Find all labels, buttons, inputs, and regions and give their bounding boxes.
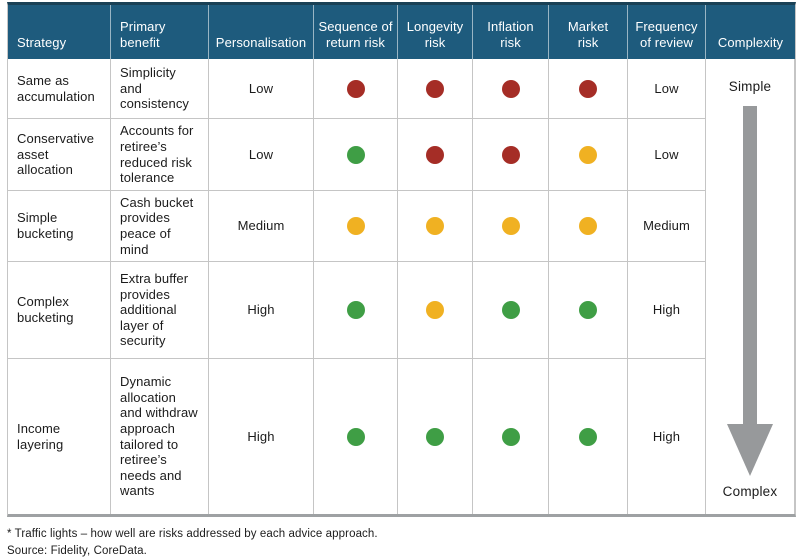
- frequency-of-review-cell: High: [628, 359, 706, 514]
- traffic-light-market-risk: [579, 79, 597, 98]
- frequency-of-review-cell: Low: [628, 59, 706, 119]
- column-header-sequence-of-return-risk: Sequence of return risk: [314, 5, 398, 59]
- strategy-cell: Same as accumulation: [8, 59, 111, 119]
- traffic-light-cell: [314, 191, 398, 262]
- traffic-light-cell: [549, 59, 628, 119]
- traffic-light-cell: [473, 359, 549, 514]
- column-header-frequency-of-review: Frequency of review: [628, 5, 706, 59]
- traffic-light-inflation-risk: [501, 301, 520, 319]
- strategy-cell: Income layering: [8, 359, 111, 514]
- strategy-comparison-table: Strategy Primary benefit Personalisation…: [7, 2, 796, 517]
- traffic-light-cell: [314, 119, 398, 191]
- traffic-light-inflation-risk: [501, 217, 520, 235]
- traffic-light-sequence-of-return-risk: [346, 427, 365, 446]
- complexity-scale-cell: Simple Complex: [706, 59, 795, 514]
- traffic-light-cell: [314, 59, 398, 119]
- traffic-light-cell: [398, 119, 473, 191]
- strategy-cell: Simple bucketing: [8, 191, 111, 262]
- traffic-light-cell: [398, 359, 473, 514]
- column-header-market-risk: Market risk: [549, 5, 628, 59]
- traffic-light-cell: [549, 191, 628, 262]
- traffic-light-market-risk: [579, 145, 597, 164]
- traffic-light-cell: [314, 262, 398, 359]
- personalisation-cell: Low: [209, 119, 314, 191]
- traffic-light-market-risk: [579, 217, 597, 235]
- traffic-light-cell: [549, 262, 628, 359]
- traffic-light-cell: [473, 262, 549, 359]
- benefit-cell: Cash bucket provides peace of mind: [111, 191, 209, 262]
- traffic-light-cell: [473, 59, 549, 119]
- traffic-light-cell: [473, 191, 549, 262]
- traffic-light-inflation-risk: [501, 79, 520, 98]
- strategy-cell: Complex bucketing: [8, 262, 111, 359]
- column-header-primary-benefit: Primary benefit: [111, 5, 209, 59]
- traffic-light-longevity-risk: [426, 217, 444, 235]
- personalisation-cell: High: [209, 359, 314, 514]
- source-line: Source: Fidelity, CoreData.: [7, 544, 147, 557]
- benefit-cell: Dynamic allocation and withdraw approach…: [111, 359, 209, 514]
- traffic-light-cell: [398, 59, 473, 119]
- personalisation-cell: Medium: [209, 191, 314, 262]
- traffic-light-inflation-risk: [501, 145, 520, 164]
- column-header-strategy: Strategy: [8, 5, 111, 59]
- traffic-light-sequence-of-return-risk: [346, 301, 365, 319]
- complexity-arrow: [706, 106, 794, 476]
- traffic-light-sequence-of-return-risk: [346, 145, 365, 164]
- traffic-light-market-risk: [579, 301, 597, 319]
- arrow-down-icon: [727, 423, 773, 476]
- benefit-cell: Extra buffer provides additional layer o…: [111, 262, 209, 359]
- traffic-light-cell: [398, 191, 473, 262]
- traffic-light-cell: [549, 119, 628, 191]
- traffic-lights-footnote: * Traffic lights – how well are risks ad…: [7, 528, 378, 540]
- traffic-light-longevity-risk: [426, 79, 444, 98]
- frequency-of-review-cell: Low: [628, 119, 706, 191]
- traffic-light-sequence-of-return-risk: [346, 79, 365, 98]
- column-header-personalisation: Personalisation: [209, 5, 314, 59]
- traffic-light-cell: [549, 359, 628, 514]
- benefit-cell: Accounts for retiree’s reduced risk tole…: [111, 119, 209, 191]
- traffic-light-cell: [473, 119, 549, 191]
- traffic-light-inflation-risk: [501, 427, 520, 446]
- complexity-arrow-shaft: [743, 106, 757, 424]
- column-header-complexity: Complexity: [706, 5, 795, 59]
- traffic-light-sequence-of-return-risk: [346, 217, 365, 235]
- complexity-complex-label: Complex: [722, 483, 778, 499]
- column-header-inflation-risk: Inflation risk: [473, 5, 549, 59]
- traffic-light-cell: [398, 262, 473, 359]
- personalisation-cell: High: [209, 262, 314, 359]
- traffic-light-cell: [314, 359, 398, 514]
- footnotes: * Traffic lights – how well are risks ad…: [7, 526, 800, 559]
- frequency-of-review-cell: High: [628, 262, 706, 359]
- personalisation-cell: Low: [209, 59, 314, 119]
- complexity-simple-label: Simple: [728, 79, 772, 94]
- traffic-light-longevity-risk: [426, 427, 444, 446]
- benefit-cell: Simplicity and consistency: [111, 59, 209, 119]
- traffic-light-longevity-risk: [426, 145, 444, 164]
- strategy-cell: Conservative asset allocation: [8, 119, 111, 191]
- traffic-light-longevity-risk: [426, 301, 444, 319]
- column-header-longevity-risk: Longevity risk: [398, 5, 473, 59]
- traffic-light-market-risk: [579, 427, 597, 446]
- frequency-of-review-cell: Medium: [628, 191, 706, 262]
